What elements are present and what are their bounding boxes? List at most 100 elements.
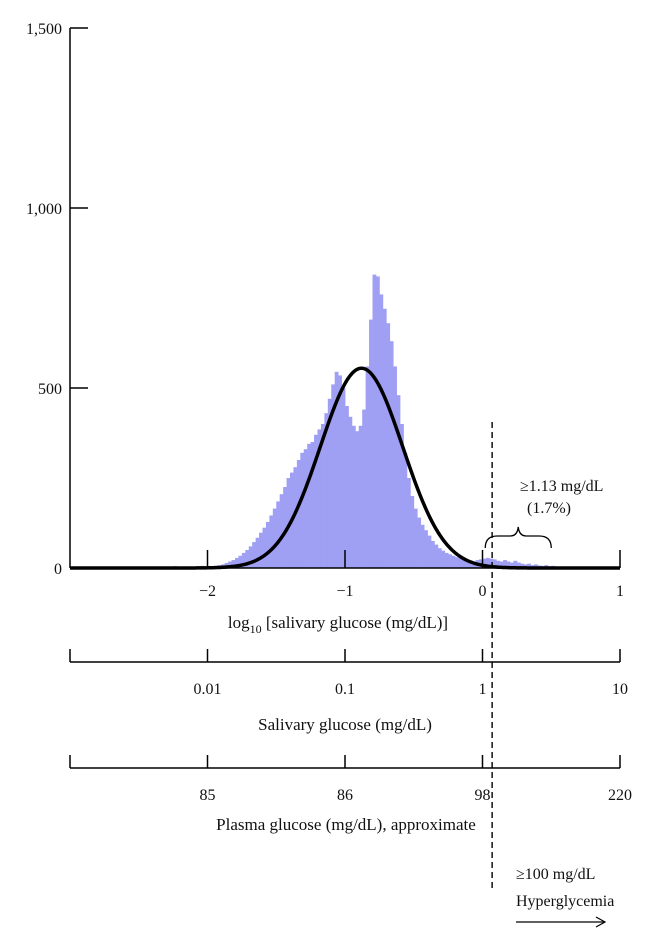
secondary-tick-label: 85: [200, 787, 216, 804]
histogram-bar: [341, 388, 346, 568]
histogram-bar: [413, 508, 418, 568]
histogram-bar: [461, 559, 466, 568]
secondary-tick-label: 86: [337, 787, 353, 804]
histogram-bar: [259, 532, 263, 568]
histogram-bar: [365, 366, 370, 568]
histogram-bars: [118, 274, 562, 568]
histogram-bar: [406, 478, 411, 568]
histogram-bar: [372, 274, 377, 568]
histogram-bar: [358, 425, 363, 568]
histogram-bar: [314, 434, 318, 568]
histogram-bar: [468, 560, 473, 568]
histogram-bar: [444, 552, 449, 568]
plasma-glucose-axis: 85 86 98 220: [69, 755, 632, 804]
histogram-bar: [231, 560, 236, 568]
histogram-bar: [355, 431, 360, 568]
histogram-bar: [283, 487, 287, 568]
histogram-bar: [279, 494, 284, 568]
hyperglycemia-label: Hyperglycemia: [516, 893, 614, 910]
histogram-bar: [245, 550, 250, 568]
y-tick-label: 0: [54, 561, 62, 578]
histogram-bar: [324, 413, 329, 568]
histogram-bar: [403, 452, 408, 568]
histogram-bar: [269, 515, 274, 568]
histogram-bar: [434, 544, 439, 568]
histogram-bar: [465, 560, 470, 568]
x-axis-title: log10 [salivary glucose (mg/dL)]: [228, 613, 448, 636]
salivary-glucose-axis: 0.01 0.1 1 10: [69, 649, 628, 698]
annotation-threshold-label: ≥1.13 mg/dL: [520, 478, 603, 495]
histogram-bar: [300, 452, 305, 568]
histogram-bar: [293, 467, 298, 568]
salivary-glucose-axis-title: Salivary glucose (mg/dL): [258, 715, 432, 734]
histogram-bar: [369, 319, 373, 568]
histogram-bar: [307, 443, 312, 568]
histogram-bar: [265, 521, 270, 568]
x-tick-label: −1: [336, 583, 353, 600]
histogram-bar: [458, 558, 463, 568]
histogram-bar: [362, 409, 367, 568]
histogram-bar: [255, 537, 260, 568]
secondary-tick-label: 1: [479, 681, 487, 698]
secondary-tick-label: 10: [612, 681, 628, 698]
histogram-bar: [485, 557, 490, 568]
histogram-bar: [389, 341, 394, 568]
histogram-bar: [427, 535, 432, 568]
histogram-bar: [228, 561, 232, 568]
secondary-tick-label: 220: [608, 787, 632, 804]
histogram-bar: [410, 496, 415, 568]
histogram-bar: [238, 555, 243, 568]
histogram-bar: [492, 559, 497, 568]
histogram-bar: [382, 308, 387, 568]
histogram-bar: [400, 424, 404, 568]
histogram-bar: [310, 442, 315, 568]
x-tick-label: −2: [199, 583, 216, 600]
annotation-percent-label: (1.7%): [527, 500, 571, 517]
histogram-bar: [320, 424, 325, 568]
histogram-bar: [338, 375, 342, 568]
histogram-bar: [482, 558, 487, 568]
histogram-bar: [513, 560, 518, 568]
histogram-bar: [331, 384, 336, 568]
tail-bracket: [484, 526, 552, 549]
histogram-bar: [516, 562, 521, 568]
secondary-tick-label: 0.01: [194, 681, 222, 698]
histogram-bar: [334, 371, 339, 568]
histogram-bar: [417, 517, 422, 568]
histogram-bar: [420, 524, 425, 568]
histogram-bar: [527, 563, 532, 568]
hyperglycemia-threshold-label: ≥100 mg/dL: [516, 866, 595, 883]
histogram-bar: [437, 548, 442, 568]
histogram-bar: [451, 555, 456, 568]
histogram-bar: [327, 398, 332, 568]
histogram-bar: [455, 557, 459, 568]
histogram-bar: [262, 527, 267, 568]
histogram-bar: [296, 460, 301, 568]
histogram-bar: [496, 560, 501, 568]
y-tick-label: 1,000: [26, 201, 62, 218]
histogram-bar: [252, 542, 257, 568]
histogram-bar: [276, 501, 281, 568]
secondary-tick-label: 0.1: [335, 681, 355, 698]
histogram-bar: [272, 508, 277, 568]
histogram-bar: [348, 416, 353, 568]
histogram-bar: [303, 449, 308, 568]
histogram-bar: [393, 366, 397, 568]
plasma-glucose-axis-title: Plasma glucose (mg/dL), approximate: [216, 815, 476, 834]
x-tick-label: 0: [479, 583, 487, 600]
histogram-bar: [503, 560, 507, 568]
histogram-bar: [430, 541, 435, 568]
histogram-bar: [351, 425, 356, 568]
histogram-bar: [345, 406, 349, 568]
histogram-bar: [510, 562, 514, 568]
histogram-bar: [241, 552, 246, 568]
histogram-bar: [235, 557, 239, 568]
secondary-tick-label: 98: [475, 787, 491, 804]
histogram-bar: [520, 563, 525, 568]
histogram-bar: [379, 294, 384, 568]
y-tick-label: 500: [38, 381, 62, 398]
histogram-bar: [489, 558, 494, 568]
histogram-bar: [375, 276, 380, 568]
histogram-bar: [506, 561, 511, 568]
